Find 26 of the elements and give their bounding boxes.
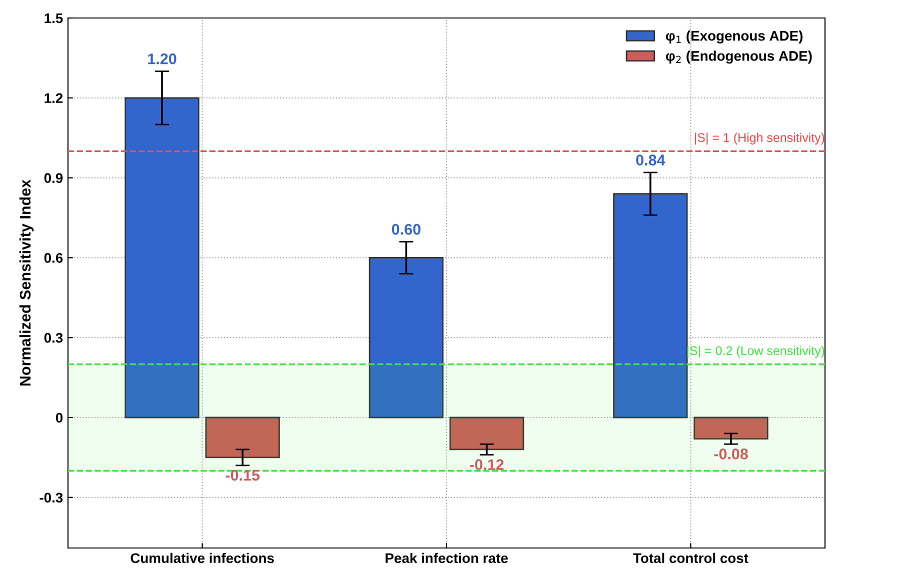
y-tick-label: 0.9 [44, 173, 63, 183]
data-label: -0.15 [226, 470, 260, 481]
bar [694, 416, 768, 440]
bar [613, 193, 688, 418]
data-label: -0.12 [470, 459, 504, 470]
y-tick-label: 1.2 [44, 93, 63, 103]
data-label: 0.84 [636, 154, 666, 166]
data-label: -0.08 [714, 448, 748, 460]
bar [124, 97, 200, 418]
bar [449, 416, 524, 450]
y-tick-label: -0.3 [40, 492, 63, 503]
ref-line-label: |S| = 1 (High sensitivity) [694, 132, 824, 145]
legend-label: φ$_{2}$ (Endogenous ADE) [666, 50, 812, 64]
y-tick-label: 1.5 [44, 13, 63, 24]
y-tick-label: 0 [56, 412, 63, 423]
bar [205, 416, 280, 458]
y-tick-label: 0.3 [44, 332, 63, 343]
data-label: 1.20 [148, 53, 176, 64]
legend-label: φ$_{1}$ (Exogenous ADE) [666, 30, 803, 44]
data-label: 0.60 [392, 224, 420, 235]
x-tick-label: Total control cost [633, 552, 748, 564]
y-tick-label: 0.6 [44, 253, 63, 263]
y-axis-title: Normalized Sensitivity Index [19, 180, 34, 386]
x-tick-label: Peak infection rate [386, 552, 508, 564]
bar [368, 257, 444, 418]
x-tick-label: Cumulative infections [130, 552, 274, 564]
